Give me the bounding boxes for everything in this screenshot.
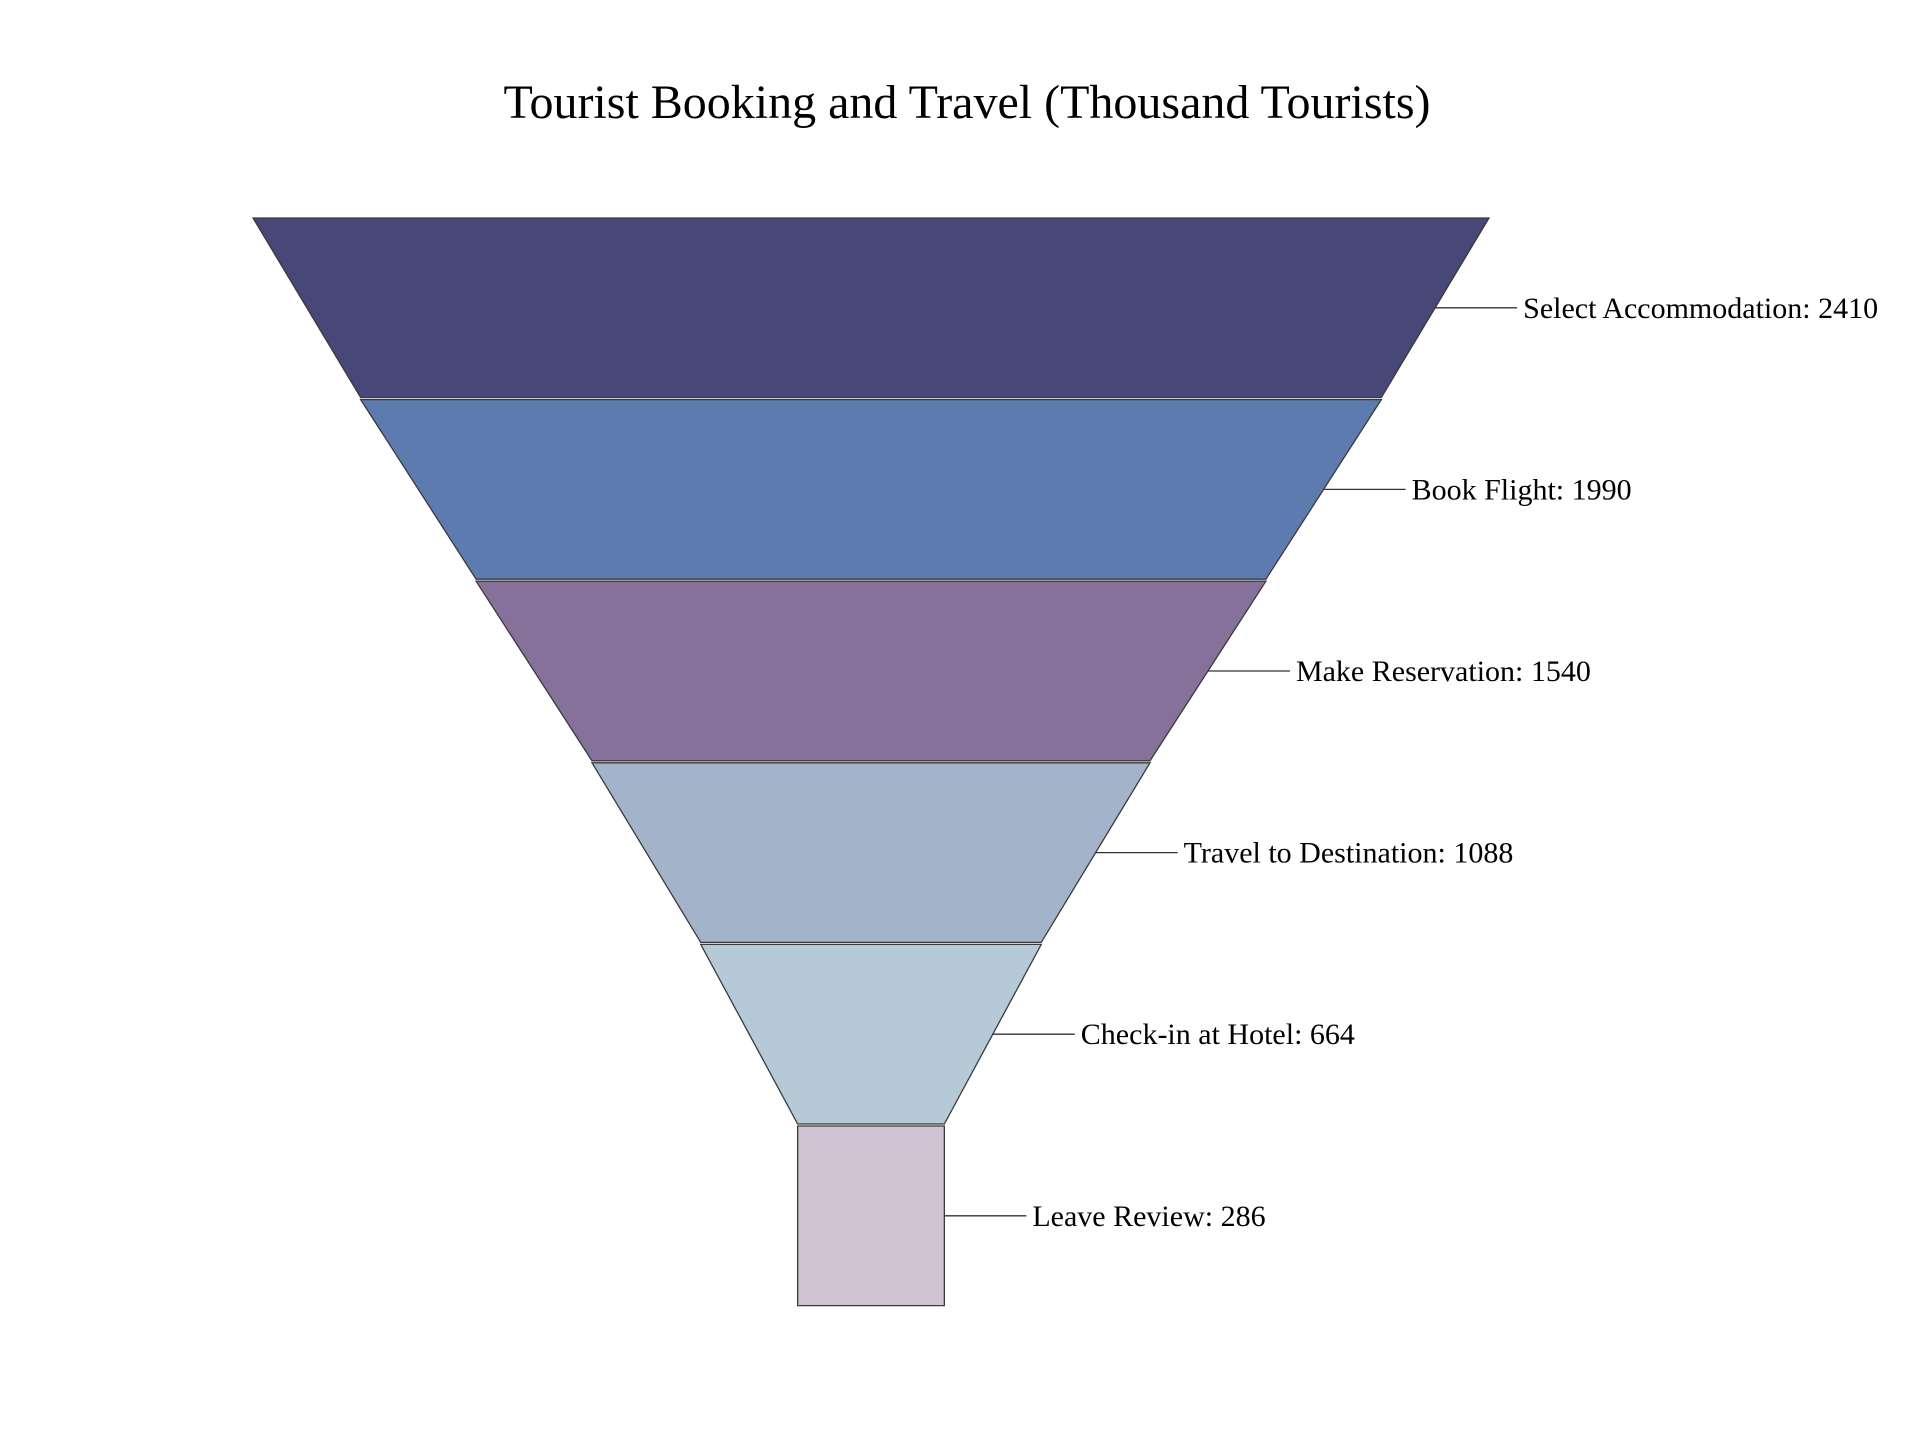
funnel-stage-book-flight [359,398,1383,580]
funnel-stage-check-in-at-hotel [699,943,1043,1125]
stage-label-travel-to-destination: Travel to Destination: 1088 [1184,837,1514,870]
stage-label-select-accommodation: Select Accommodation: 2410 [1523,292,1878,325]
stage-label-leave-review: Leave Review: 286 [1032,1200,1265,1233]
stage-label-book-flight: Book Flight: 1990 [1412,473,1632,506]
funnel-layer: Select Accommodation: 2410 Book Flight: 1… [251,217,1878,1307]
funnel-stage-leave-review [797,1125,945,1307]
funnel-stage-select-accommodation [251,217,1491,399]
funnel-stage-make-reservation [474,580,1268,762]
stage-label-make-reservation: Make Reservation: 1540 [1296,655,1591,688]
stage-label-check-in-at-hotel: Check-in at Hotel: 664 [1081,1018,1355,1051]
funnel-stage-travel-to-destination [590,762,1152,944]
chart-title: Tourist Booking and Travel (Thousand Tou… [503,76,1430,129]
